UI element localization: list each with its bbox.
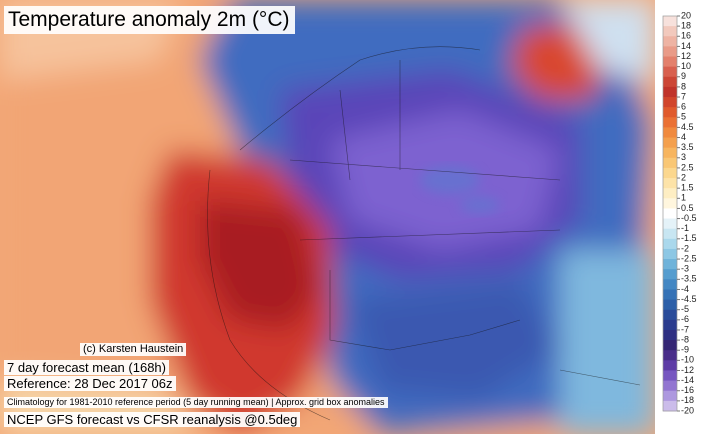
colorbar-swatch [663,360,677,371]
colorbar-swatch [663,248,677,260]
colorbar-label: 14 [681,41,691,51]
colorbar-swatch [663,117,677,128]
colorbar-swatch [663,390,677,402]
colorbar-label: 0.5 [681,203,694,213]
colorbar-label: -6 [681,314,689,324]
colorbar-label: 9 [681,71,686,81]
colorbar-swatch [663,319,677,331]
source-note: NCEP GFS forecast vs CFSR reanalysis @0.… [4,412,301,427]
colorbar-swatch [663,66,677,78]
colorbar-label: -1 [681,223,689,233]
colorbar-swatch [663,329,677,341]
colorbar-label: 1.5 [681,183,694,193]
colorbar-label: -14 [681,375,694,385]
colorbar-label: -7 [681,324,689,334]
colorbar-label: 20 [681,10,691,20]
colorbar-swatch [663,259,677,270]
credit: (c) Karsten Haustein [80,343,187,356]
colorbar-label: 12 [681,51,691,61]
forecast-info: 7 day forecast mean (168h) [4,360,169,375]
colorbar-swatch [663,26,677,37]
colorbar-label: 5 [681,112,686,122]
colorbar-swatch [663,36,677,47]
colorbar-swatch [663,147,677,159]
colorbar-frame [662,15,678,412]
colorbar-swatch [663,309,677,321]
colorbar-swatch [663,218,677,230]
colorbar-swatch [663,56,677,68]
colorbar-swatch [663,269,677,280]
colorbar-label: 4.5 [681,122,694,132]
colorbar-swatch [663,167,677,179]
anomaly-map [0,0,655,434]
colorbar-label: 7 [681,91,686,101]
colorbar-swatch [663,16,677,27]
colorbar-swatch [663,400,677,412]
colorbar-label: -18 [681,395,694,405]
climatology-note: Climatology for 1981-2010 reference peri… [4,397,388,408]
colorbar-swatch [663,86,677,98]
colorbar-label: -3.5 [681,274,697,284]
colorbar-label: -9 [681,345,689,355]
colorbar-label: -12 [681,365,694,375]
map-title: Temperature anomaly 2m (°C) [4,6,295,34]
colorbar-swatch [663,380,677,392]
colorbar-swatch [663,208,677,220]
colorbar-label: 8 [681,81,686,91]
colorbar-swatch [663,178,677,189]
colorbar-label: -4 [681,284,689,294]
colorbar-label: 3 [681,152,686,162]
colorbar-label: -10 [681,355,694,365]
colorbar-swatch [663,289,677,301]
colorbar-label: 1 [681,193,686,203]
colorbar-label: 4 [681,132,686,142]
borders [207,46,641,421]
reference-info: Reference: 28 Dec 2017 06z [4,376,176,391]
colorbar-label: 18 [681,21,691,31]
colorbar-swatch [663,107,677,118]
colorbar-label: -5 [681,304,689,314]
colorbar-label: 10 [681,61,691,71]
colorbar-label: 3.5 [681,142,694,152]
colorbar-swatch [663,279,677,290]
colorbar-swatch [663,97,677,108]
colorbar-swatch [663,228,677,240]
colorbar-swatch [663,46,677,58]
colorbar-label: 2.5 [681,162,694,172]
colorbar-swatch [663,238,677,250]
colorbar-label: -2.5 [681,253,697,263]
colorbar-swatch [663,157,677,169]
colorbar-label: -0.5 [681,213,697,223]
colorbar-label: -16 [681,385,694,395]
colorbar: 201816141210987654.543.532.521.510.5-0.5… [655,0,715,434]
anomaly-field [0,0,655,434]
colorbar-swatch [663,370,677,382]
colorbar-swatch [663,127,677,139]
colorbar-label: 6 [681,102,686,112]
colorbar-swatch [663,76,677,88]
colorbar-label: -8 [681,334,689,344]
colorbar-label: 2 [681,172,686,182]
colorbar-label: -2 [681,243,689,253]
colorbar-swatch [663,188,677,199]
colorbar-swatch [663,340,677,351]
colorbar-swatch [663,198,677,209]
colorbar-label: -3 [681,264,689,274]
colorbar-label: 16 [681,31,691,41]
colorbar-swatch [663,350,677,361]
colorbar-label: -4.5 [681,294,697,304]
colorbar-label: -1.5 [681,233,697,243]
colorbar-swatch [663,299,677,311]
colorbar-label: -20 [681,405,694,415]
colorbar-swatch [663,137,677,149]
